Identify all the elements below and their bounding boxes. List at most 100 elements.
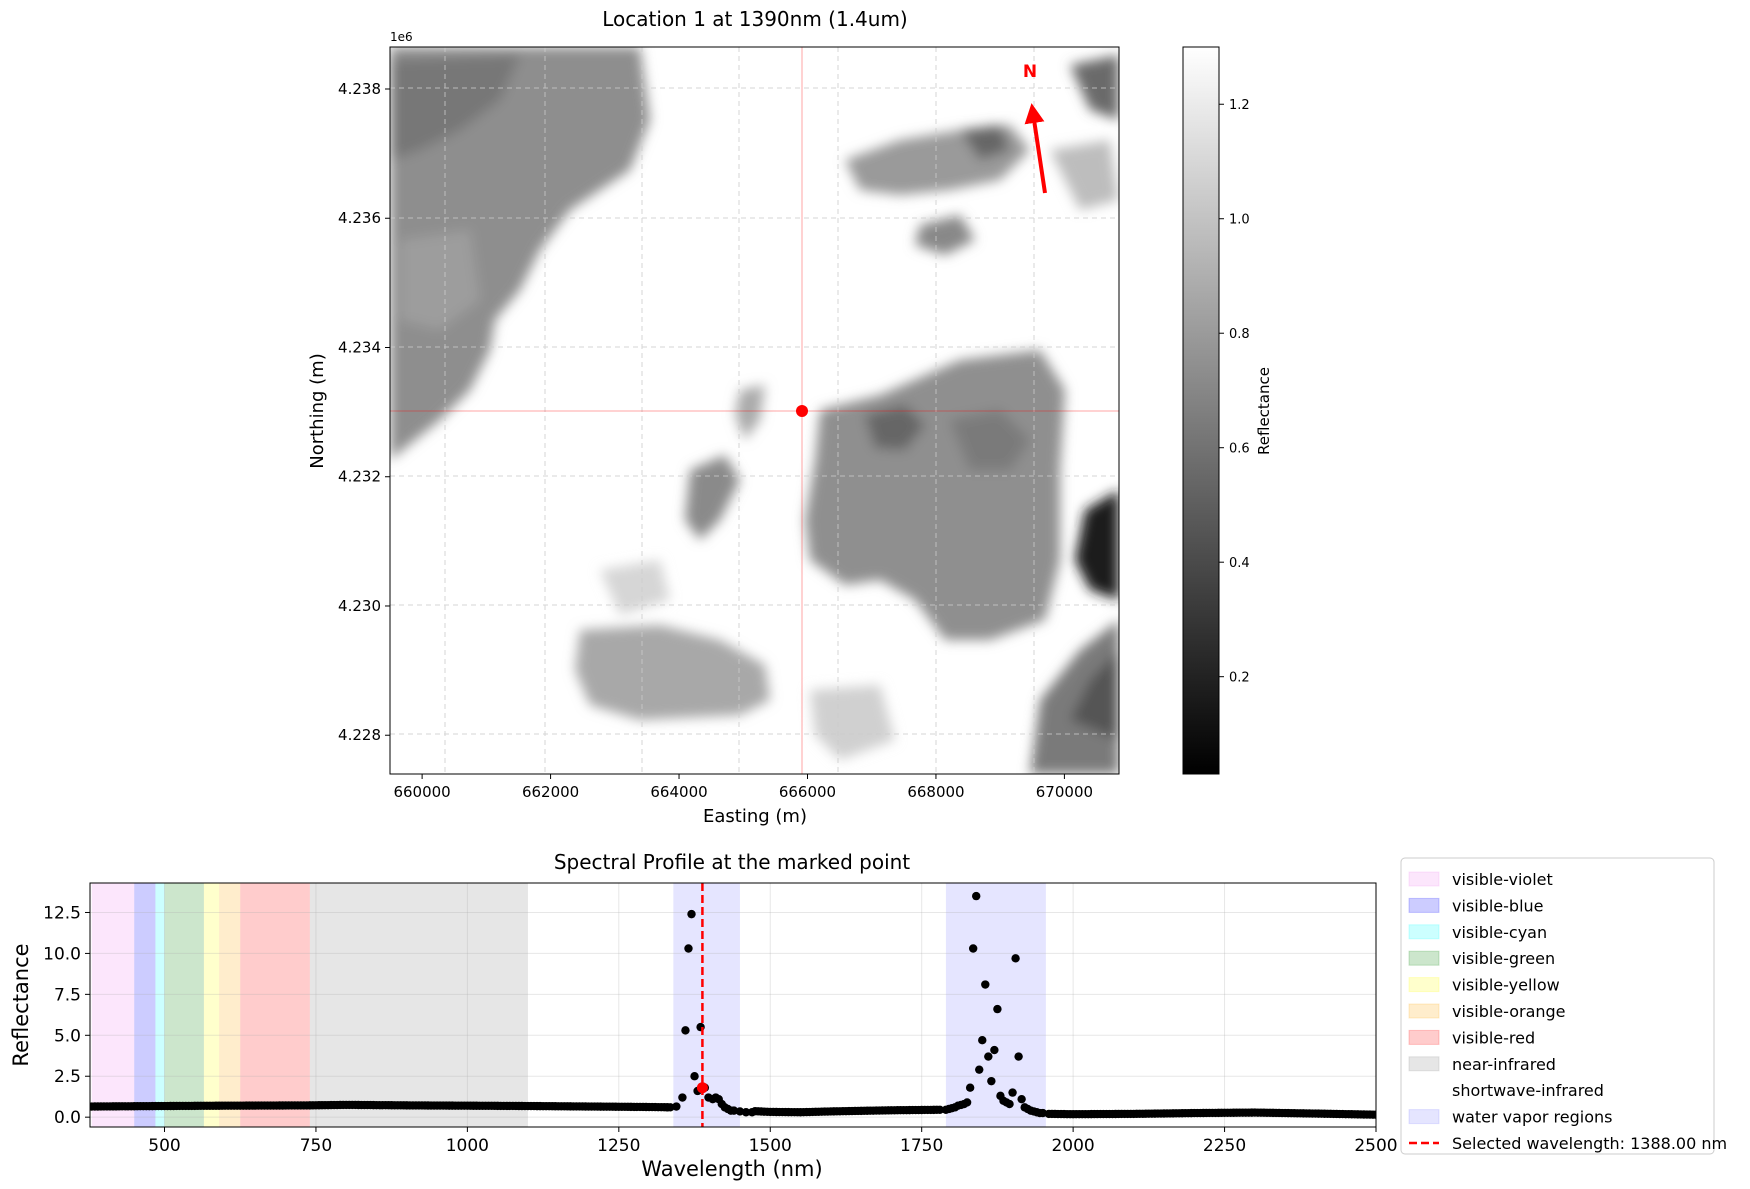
profile-x-tick-label: 500 [148, 1136, 180, 1156]
profile-y-tick-label: 0.0 [54, 1108, 81, 1128]
profile-point [981, 980, 990, 989]
region-band [134, 883, 156, 1127]
profile-x-tick-label: 2500 [1354, 1136, 1397, 1156]
profile-point [1005, 1099, 1014, 1109]
legend-frame [1400, 857, 1715, 1155]
map-y-tick-label: 4.230 [338, 597, 381, 615]
profile-x-tick-label: 1000 [446, 1136, 489, 1156]
profile-title: Spectral Profile at the marked point [554, 850, 910, 874]
profile-point [663, 1103, 672, 1112]
terrain-region-west [390, 47, 650, 460]
profile-y-tick-label: 5.0 [54, 1026, 81, 1046]
profile-point [965, 1083, 975, 1092]
legend-label: visible-red [1452, 1028, 1535, 1047]
legend-swatch [1408, 977, 1440, 993]
map-title: Location 1 at 1390nm (1.4um) [602, 7, 907, 31]
map-x-tick-label: 670000 [1036, 783, 1093, 801]
map-x-ticks: 660000 662000 664000 666000 668000 670000 [393, 774, 1093, 801]
profile-point [681, 1026, 690, 1035]
profile-xlabel: Wavelength (nm) [641, 1157, 822, 1181]
profile-x-tick-label: 2000 [1051, 1136, 1094, 1156]
map-y-tick-label: 4.236 [338, 209, 381, 227]
legend-swatch [1408, 1029, 1440, 1045]
region-band [309, 883, 528, 1127]
profile-x-tick-label: 1500 [749, 1136, 792, 1156]
region-band [945, 883, 1046, 1127]
map-x-tick-label: 668000 [907, 783, 964, 801]
profile-point [968, 944, 978, 953]
profile-frame [89, 882, 1377, 1128]
map-y-tick-label: 4.228 [338, 726, 381, 744]
profile-point [1014, 1052, 1023, 1061]
profile-baseline [90, 1100, 1376, 1119]
profile-y-tick-label: 10.0 [43, 944, 81, 964]
profile-point [741, 1108, 751, 1117]
profile-point [690, 1072, 699, 1081]
profile-point [1017, 1094, 1026, 1104]
legend-swatch [1408, 1082, 1440, 1098]
north-arrow-icon: N [1023, 62, 1047, 194]
map-x-tick-label: 660000 [393, 783, 450, 801]
map-y-offset: 1e6 [390, 30, 413, 44]
legend-label: visible-violet [1452, 870, 1553, 889]
selected-point [696, 1082, 708, 1094]
profile-ylabel: Reflectance [9, 943, 33, 1066]
region-band [164, 883, 204, 1127]
colorbar-tick-label: 0.8 [1229, 327, 1250, 342]
profile-x-tick-label: 2250 [1203, 1136, 1246, 1156]
profile-point [975, 1065, 984, 1074]
profile-point [672, 1102, 681, 1111]
profile-point [972, 891, 981, 901]
profile-y-tick-label: 2.5 [54, 1067, 81, 1087]
legend-swatch [1408, 1003, 1440, 1019]
legend-swatch [1408, 1056, 1440, 1072]
profile-point [678, 1093, 687, 1102]
profile-point [978, 1036, 987, 1045]
profile-point [1008, 1088, 1017, 1097]
colorbar-label: Reflectance [1255, 367, 1273, 455]
legend-label: visible-yellow [1452, 976, 1560, 995]
map-image [390, 47, 1119, 774]
region-band [203, 883, 220, 1127]
map-y-tick-label: 4.234 [338, 338, 381, 356]
map-y-ticks: 4.228 4.230 4.232 4.234 4.236 4.238 [338, 80, 390, 744]
legend-label: visible-green [1452, 949, 1555, 968]
profile-point [1371, 1110, 1376, 1119]
colorbar-tick-label: 0.6 [1229, 442, 1250, 457]
profile-x-tick-label: 1750 [900, 1136, 943, 1156]
map-x-tick-label: 662000 [522, 783, 579, 801]
legend-label: visible-orange [1452, 1002, 1566, 1021]
selected-wavelength [696, 883, 708, 1127]
map-gridlines [390, 47, 1119, 774]
map-frame [389, 46, 1120, 775]
colorbar-tick-label: 1.0 [1229, 213, 1250, 228]
profile-x-tick-label: 1250 [597, 1136, 640, 1156]
legend-label: visible-cyan [1452, 923, 1547, 942]
legend-swatch [1408, 871, 1440, 887]
profile-point [935, 1105, 945, 1115]
spectral-regions [91, 883, 1376, 1127]
terrain-east-dark [1075, 490, 1119, 600]
profile-x-ticks: 500 750 1000 1250 1500 1750 2000 2250 2500 [148, 1127, 1398, 1156]
legend-label: near-infrared [1452, 1055, 1556, 1074]
profile-y-ticks: 0.0 2.5 5.0 7.5 10.0 12.5 [43, 903, 90, 1128]
legend-label: visible-blue [1452, 896, 1544, 915]
legend-swatch [1408, 897, 1440, 913]
map-y-tick-label: 4.232 [338, 468, 381, 486]
profile-y-tick-label: 12.5 [43, 903, 81, 923]
profile-x-tick-label: 750 [300, 1136, 332, 1156]
legend-swatch [1408, 950, 1440, 966]
profile-y-tick-label: 7.5 [54, 985, 81, 1005]
legend-label: water vapor regions [1452, 1108, 1613, 1127]
profile-point [984, 1052, 993, 1061]
map-y-tick-label: 4.238 [338, 80, 381, 98]
profile-point [987, 1076, 996, 1086]
colorbar-tick-label: 0.2 [1229, 671, 1250, 686]
region-band [91, 883, 135, 1127]
profile-point [1011, 954, 1020, 963]
map-x-tick-label: 664000 [650, 783, 707, 801]
colorbar-tick-label: 1.2 [1229, 98, 1250, 113]
profile-point [993, 1004, 1002, 1014]
north-label: N [1023, 62, 1037, 82]
profile-point [1044, 1109, 1054, 1119]
